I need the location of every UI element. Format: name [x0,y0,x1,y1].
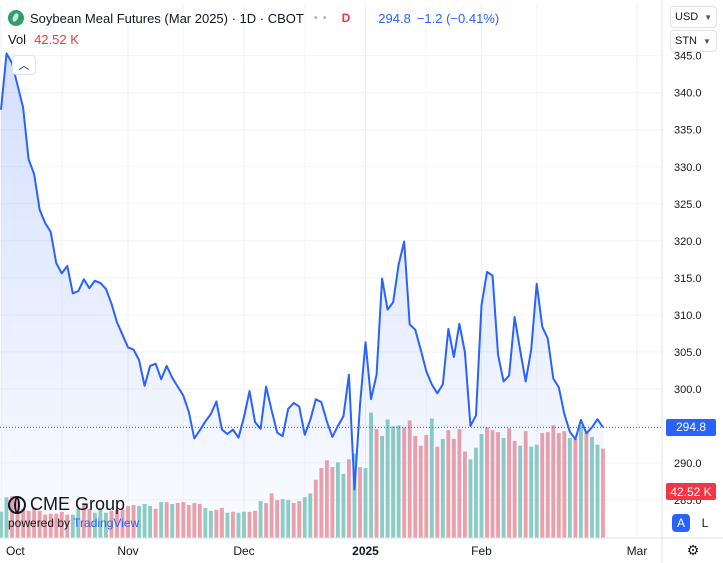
symbol-legend: Soybean Meal Futures (Mar 2025) · 1D · C… [8,8,499,28]
currency-selector[interactable]: USD ▼ [670,6,717,28]
x-tick-label: Oct [6,544,25,558]
volume-legend: Vol 42.52 K [8,32,79,47]
log-scale-button[interactable]: L [696,514,714,532]
y-tick-label: 330.0 [674,162,702,174]
cme-tradingview-logo[interactable]: CME Group powered by TradingView [8,494,139,530]
price-area [0,52,662,538]
price-axis[interactable]: 345.0 340.0 335.0 330.0 325.0 320.0 315.0 310.0… [661,0,702,563]
x-tick-label: Feb [471,544,492,558]
price-change: −1.2 (−0.41%) [416,10,500,26]
y-tick-label: 345.0 [674,51,702,63]
unit-value: STN [675,35,697,47]
y-tick-label: 300.0 [674,384,702,396]
volume-tag: 42.52 K [666,483,716,500]
y-tick-label: 305.0 [674,347,702,359]
volume-label[interactable]: Vol [8,32,27,47]
chevron-down-icon: ▼ [703,36,711,46]
chevron-down-icon: ▼ [704,12,713,22]
gear-icon[interactable]: ⚙ [686,542,700,558]
time-axis[interactable]: Oct Nov Dec 2025 Feb Mar [0,537,723,558]
last-price-tag: 294.8 [666,418,716,436]
cme-globe-icon [8,495,26,514]
auto-scale-button[interactable]: A [672,514,690,532]
last-price: 294.8 [378,10,411,26]
x-tick-label: Dec [233,544,254,558]
y-tick-label: 310.0 [674,310,702,322]
price-line [0,52,604,491]
cme-logo-text: CME Group [30,494,126,514]
x-tick-label: 2025 [352,544,379,558]
currency-value: USD [675,11,699,23]
symbol-title[interactable]: Soybean Meal Futures (Mar 2025) · 1D · C… [30,10,304,26]
x-tick-label: Mar [627,544,648,558]
y-tick-label: 315.0 [674,273,702,285]
y-tick-label: 335.0 [674,125,702,137]
status-dots: • • [313,12,328,24]
y-tick-label: 320.0 [674,236,702,248]
y-tick-label: 340.0 [674,88,702,100]
volume-value: 42.52 K [34,32,79,47]
powered-by: powered by TradingView [8,516,140,530]
market-status-badge[interactable]: D [341,11,351,25]
price-area-fill [1,53,603,538]
y-tick-label: 290.0 [674,458,702,470]
y-tick-label: 325.0 [674,199,702,211]
x-tick-label: Nov [117,544,138,558]
unit-selector[interactable]: STN ▼ [670,30,717,52]
chevron-up-icon: ︿ [18,60,30,72]
soybean-icon [8,10,24,26]
collapse-legend-button[interactable]: ︿ [12,55,36,75]
